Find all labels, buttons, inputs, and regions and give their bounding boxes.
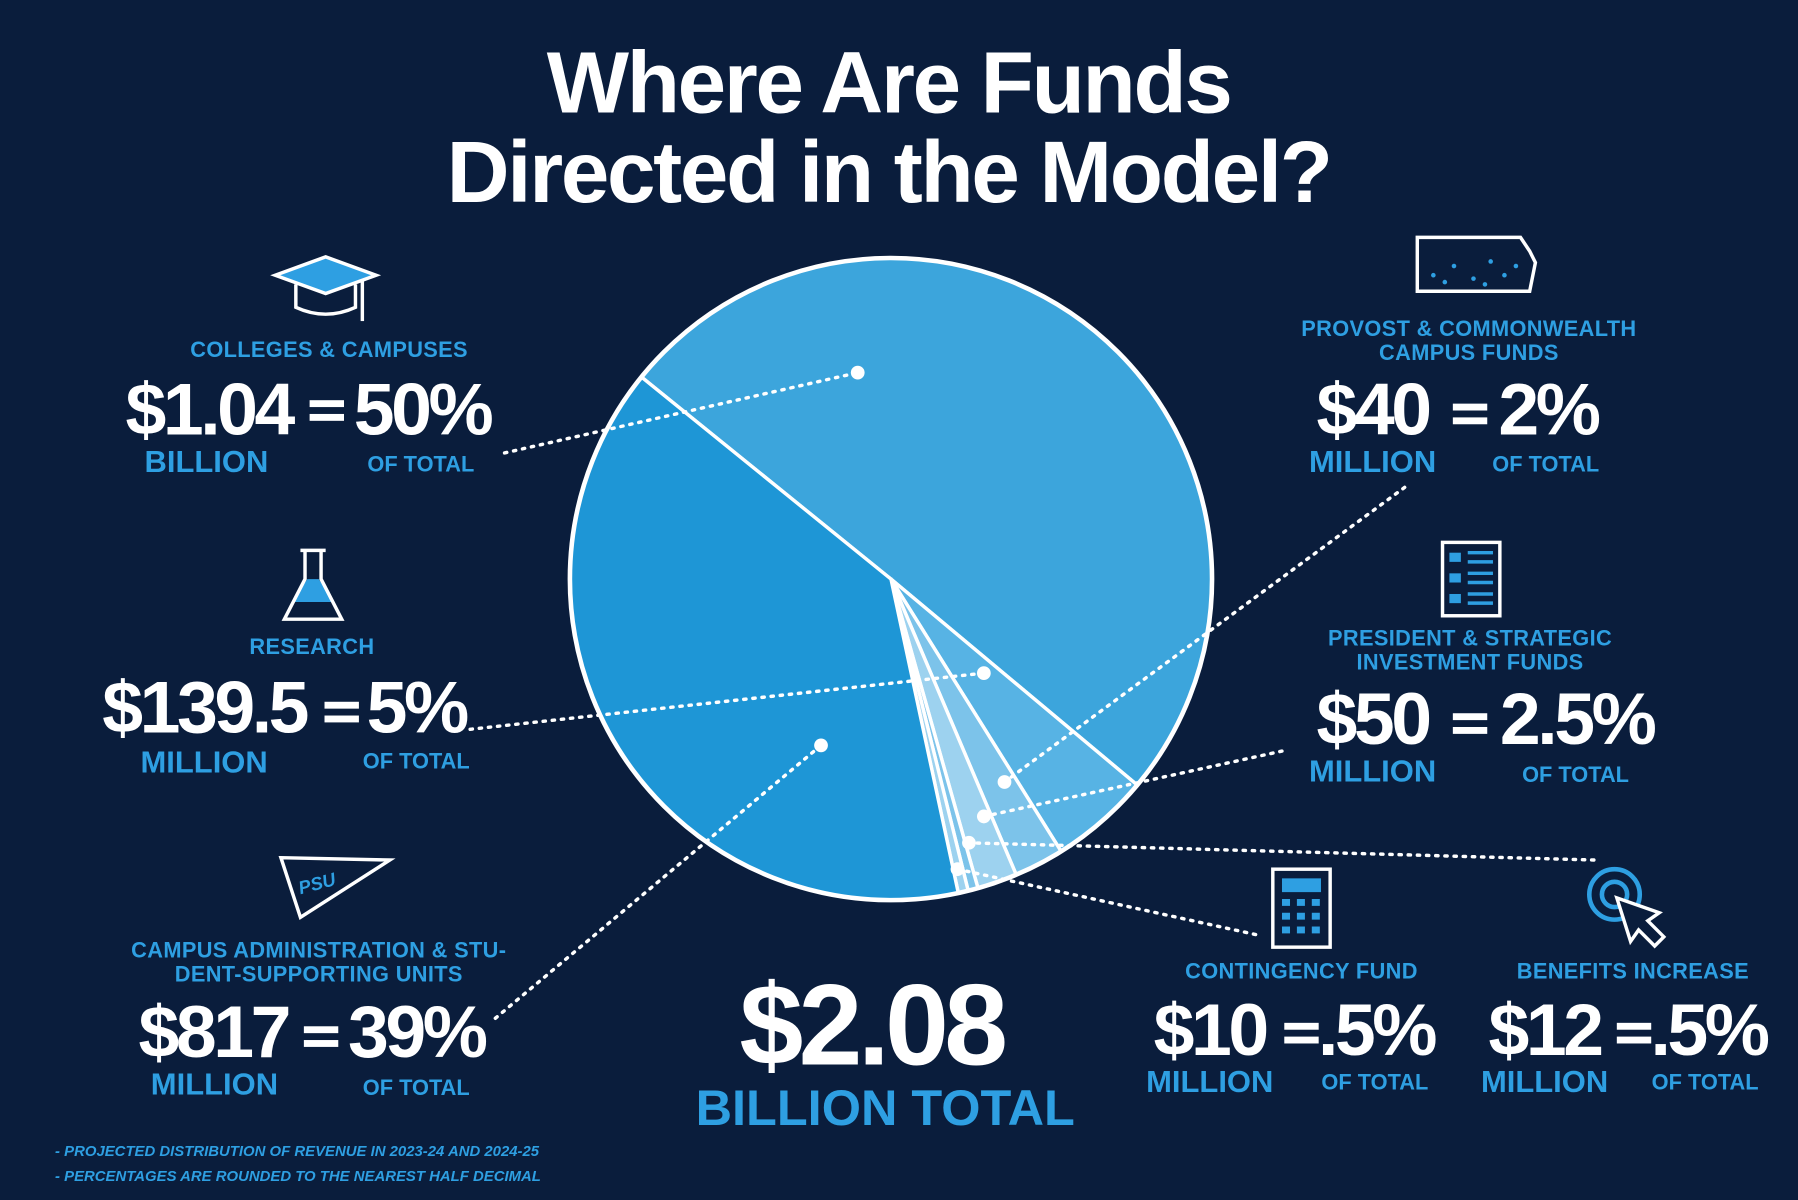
amount-unit: MILLION (1480, 1064, 1609, 1100)
svg-text:PSU: PSU (296, 868, 339, 898)
equals-sign (1616, 1022, 1652, 1030)
amount: $817 (138, 990, 292, 1074)
pie (568, 256, 1214, 902)
amount: $40 (1316, 368, 1433, 451)
amount-unit: BILLION (144, 444, 269, 479)
value-label: 50% (353, 368, 494, 451)
amount: $50 (1316, 677, 1433, 761)
equals-sign (1284, 1036, 1319, 1044)
icons: PSU (270, 235, 1667, 949)
equals-sign (309, 413, 345, 421)
category-label: PROVOST & COMMONWEALTH CAMPUS FUNDS (1301, 317, 1637, 366)
category-label: BENEFITS INCREASE (1516, 960, 1749, 985)
equals-sign (309, 400, 345, 408)
checklist-icon (1440, 540, 1502, 618)
of-total-label: OF TOTAL (362, 749, 470, 775)
category-label: RESEARCH (249, 635, 375, 660)
equals-sign (1452, 726, 1488, 734)
category-label: COLLEGES & CAMPUSES (190, 338, 468, 363)
category-label: CONTINGENCY FUND (1185, 960, 1418, 985)
footnote: - PROJECTED DISTRIBUTION OF REVENUE IN 2… (55, 1142, 540, 1160)
cursor-icon (1587, 866, 1667, 949)
category-label: PRESIDENT & STRATEGIC INVESTMENT FUNDS (1328, 627, 1613, 676)
equals-sign (1452, 713, 1488, 721)
amount-unit: MILLION (140, 744, 268, 780)
leader-line (493, 743, 823, 1020)
amount: $1.04 (125, 368, 295, 451)
value-label: 2% (1498, 368, 1601, 451)
value-label: .5% (1650, 988, 1770, 1071)
value-label: 39% (347, 990, 488, 1074)
pie-outline (567, 255, 1215, 903)
pennant-icon: PSU (278, 855, 396, 920)
amount: $139.5 (102, 666, 309, 749)
of-total-label: OF TOTAL (367, 452, 475, 478)
amount-unit: MILLION (1146, 1064, 1274, 1100)
state-map-icon (1415, 235, 1538, 293)
equals-sign (1616, 1036, 1652, 1044)
footnote: - PERCENTAGES ARE ROUNDED TO THE NEAREST… (55, 1167, 541, 1185)
total-amount: $2.08 (739, 961, 1008, 1090)
amount-unit: MILLION (150, 1066, 279, 1102)
chart-title: Where Are Funds Directed in the Model? (446, 34, 1333, 222)
equals-sign (303, 1040, 339, 1047)
equals-sign (324, 715, 359, 723)
of-total-label: OF TOTAL (1522, 763, 1629, 788)
leader-lines (468, 365, 1596, 1020)
value-label: 2.5% (1499, 677, 1657, 761)
equals-sign (324, 701, 359, 709)
leader-dots (814, 365, 1012, 877)
leader-line (502, 370, 860, 455)
amount-unit: MILLION (1308, 753, 1437, 789)
total-label: BILLION TOTAL (695, 1080, 1075, 1137)
of-total-label: OF TOTAL (1492, 452, 1600, 478)
amount: $12 (1488, 988, 1605, 1071)
of-total-label: OF TOTAL (1651, 1070, 1759, 1096)
flask-icon (281, 548, 345, 621)
leader-line (1002, 485, 1407, 784)
equals-sign (1452, 417, 1488, 425)
calculator-icon (1271, 867, 1332, 949)
equals-sign (1284, 1022, 1319, 1030)
equals-sign (1452, 403, 1488, 411)
of-total-label: OF TOTAL (1321, 1070, 1429, 1096)
value-label: .5% (1317, 988, 1438, 1071)
of-total-label: OF TOTAL (362, 1076, 470, 1101)
value-label: 5% (366, 666, 470, 749)
amount-unit: MILLION (1308, 444, 1437, 479)
equals-sign (303, 1026, 339, 1034)
amount: $10 (1153, 988, 1270, 1071)
leader-line (468, 671, 986, 732)
category-label: CAMPUS ADMINISTRATION & STU-DENT-SUPPORT… (131, 939, 507, 988)
leader-line (955, 867, 1258, 937)
graduation-cap-icon (270, 255, 382, 322)
leader-line (967, 841, 1596, 862)
